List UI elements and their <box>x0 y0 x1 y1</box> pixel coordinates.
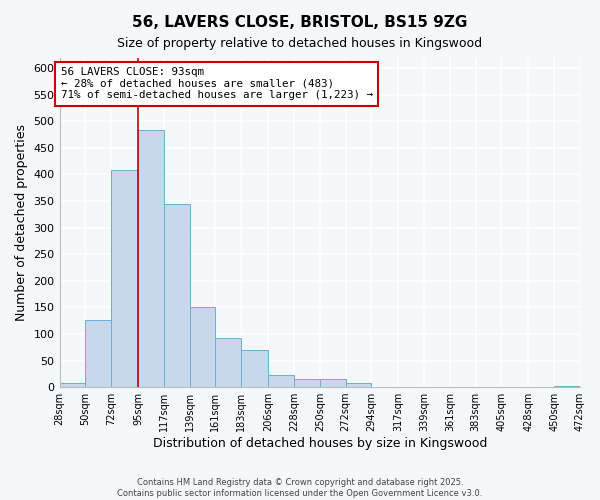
Bar <box>294 379 320 387</box>
Bar <box>320 379 346 387</box>
Text: 56, LAVERS CLOSE, BRISTOL, BS15 9ZG: 56, LAVERS CLOSE, BRISTOL, BS15 9ZG <box>133 15 467 30</box>
Bar <box>268 376 294 387</box>
Text: Contains HM Land Registry data © Crown copyright and database right 2025.
Contai: Contains HM Land Registry data © Crown c… <box>118 478 482 498</box>
Text: 56 LAVERS CLOSE: 93sqm
← 28% of detached houses are smaller (483)
71% of semi-de: 56 LAVERS CLOSE: 93sqm ← 28% of detached… <box>61 67 373 100</box>
Bar <box>215 338 241 387</box>
Bar <box>85 320 111 387</box>
X-axis label: Distribution of detached houses by size in Kingswood: Distribution of detached houses by size … <box>152 437 487 450</box>
Bar <box>190 308 215 387</box>
Bar <box>111 170 138 387</box>
Bar <box>59 383 85 387</box>
Bar <box>164 204 190 387</box>
Text: Size of property relative to detached houses in Kingswood: Size of property relative to detached ho… <box>118 38 482 51</box>
Bar <box>346 384 371 387</box>
Y-axis label: Number of detached properties: Number of detached properties <box>15 124 28 321</box>
Bar <box>138 130 164 387</box>
Bar <box>554 386 580 387</box>
Bar <box>241 350 268 387</box>
